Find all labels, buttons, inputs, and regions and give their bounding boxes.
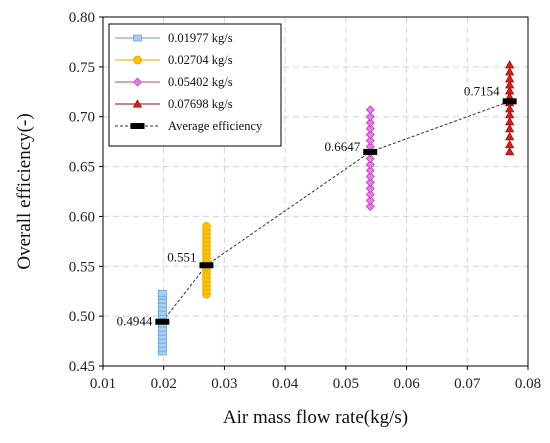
- x-tick-label: 0.03: [211, 376, 237, 392]
- data-point: [505, 109, 515, 119]
- data-point: [365, 184, 375, 194]
- data-point: [505, 86, 515, 95]
- x-tick-label: 0.05: [333, 376, 359, 392]
- data-point: [365, 154, 375, 164]
- legend-label: 0.02704 kg/s: [168, 53, 233, 67]
- data-point: [365, 195, 375, 205]
- annotations: 0.4944 0.551 0.6647 0.7154: [117, 83, 501, 328]
- legend-label: 0.07698 kg/s: [168, 97, 233, 111]
- legend-marker: [133, 34, 142, 42]
- data-point: [365, 112, 375, 122]
- legend-marker: [133, 77, 142, 87]
- average-marker: [155, 318, 170, 325]
- average-marker: [199, 262, 214, 269]
- data-point: [365, 105, 375, 115]
- y-tick-label: 0.75: [69, 60, 95, 76]
- x-tick-label: 0.07: [454, 376, 481, 392]
- average-efficiency-line: [161, 100, 510, 323]
- data-point: [505, 80, 515, 89]
- legend-marker: [132, 99, 143, 108]
- data-point: [365, 136, 375, 146]
- x-ticks: 0.01 0.02 0.03 0.04 0.05 0.06 0.07 0.08: [90, 366, 541, 392]
- data-point: [365, 130, 375, 140]
- x-tick-label: 0.08: [515, 376, 541, 392]
- data-point: [505, 131, 515, 141]
- legend-label: 0.01977 kg/s: [168, 31, 233, 45]
- y-tick-label: 0.65: [69, 160, 95, 176]
- data-point: [505, 139, 515, 149]
- data-point: [505, 67, 515, 76]
- x-tick-label: 0.06: [393, 376, 420, 392]
- data-point: [365, 201, 375, 211]
- legend-label: 0.05402 kg/s: [168, 75, 233, 89]
- data-point: [505, 116, 515, 126]
- average-markers: [155, 98, 517, 325]
- average-value-label: 0.7154: [464, 83, 500, 98]
- legend: 0.01977 kg/s 0.02704 kg/s 0.05402 kg/s 0.07…: [108, 23, 282, 147]
- data-point: [365, 189, 375, 199]
- average-line: [161, 100, 510, 323]
- y-tick-label: 0.45: [69, 359, 95, 375]
- y-axis-title: Overall efficiency(-): [14, 113, 35, 269]
- y-tick-label: 0.60: [69, 209, 95, 225]
- legend-label: Average efficiency: [168, 119, 263, 133]
- x-axis-title: Air mass flow rate(kg/s): [223, 407, 408, 428]
- average-value-label: 0.4944: [117, 314, 153, 329]
- data-point: [365, 166, 375, 176]
- data-point: [202, 222, 211, 231]
- average-value-label: 0.551: [167, 249, 196, 264]
- data-point: [365, 178, 375, 188]
- data-point: [157, 289, 167, 297]
- x-tick-label: 0.02: [151, 376, 177, 392]
- x-tick-label: 0.04: [272, 376, 299, 392]
- average-marker: [502, 98, 517, 105]
- data-point: [365, 118, 375, 128]
- data-point: [505, 60, 515, 69]
- y-tick-label: 0.55: [69, 259, 95, 275]
- legend-marker: [130, 123, 145, 129]
- data-point: [365, 124, 375, 134]
- data-point: [505, 74, 515, 83]
- data-point: [505, 104, 515, 113]
- data-point: [505, 123, 515, 133]
- y-ticks: 0.45 0.50 0.55 0.60 0.65 0.70 0.75 0.80: [69, 10, 103, 375]
- data-point: [365, 160, 375, 170]
- average-marker: [363, 148, 378, 155]
- y-tick-label: 0.70: [69, 110, 95, 126]
- y-tick-label: 0.80: [69, 10, 95, 26]
- plot-frame: [102, 16, 529, 367]
- data-point: [505, 146, 515, 156]
- average-value-label: 0.6647: [325, 139, 361, 154]
- legend-marker: [133, 55, 142, 65]
- data-point: [365, 172, 375, 182]
- y-tick-label: 0.50: [69, 309, 95, 325]
- x-tick-label: 0.01: [90, 376, 116, 392]
